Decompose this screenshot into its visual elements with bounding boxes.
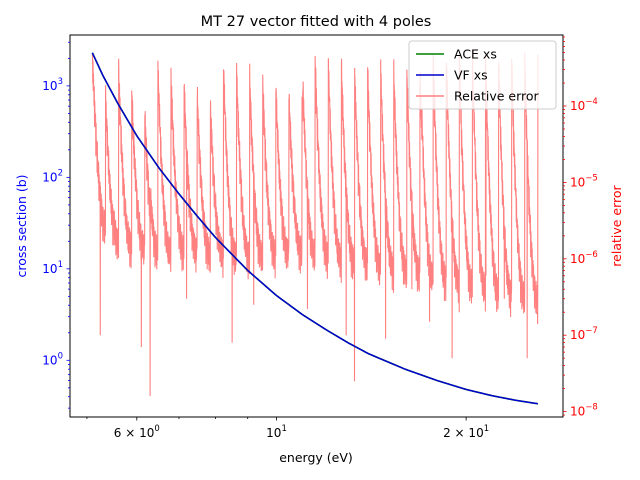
plot-frame — [69, 34, 564, 418]
legend: ACE xs VF xs Relative error — [408, 40, 557, 110]
right-y-tick-label: 10−7 — [570, 326, 598, 342]
left-y-tick-label: 102 — [42, 168, 63, 184]
legend-label-vf: VF xs — [454, 68, 488, 83]
relative-error-layer — [91, 49, 539, 397]
x-axis-ticks: 6 × 100 101 2 × 101 — [86, 417, 489, 440]
right-y-tick-label: 10−6 — [570, 250, 598, 266]
legend-box — [408, 40, 557, 110]
vf-xs-line — [91, 52, 539, 405]
left-y-tick-label: 100 — [42, 351, 63, 367]
cross-section-layer — [91, 52, 539, 405]
x-tick-label: 6 × 100 — [114, 424, 160, 440]
legend-label-error: Relative error — [454, 89, 540, 104]
left-y-tick-label: 103 — [42, 77, 63, 93]
right-y-axis-label: relative error — [609, 184, 624, 266]
right-y-axis-ticks: 10−8 10−7 10−6 10−5 10−4 — [563, 36, 598, 419]
x-axis-label: energy (eV) — [279, 450, 353, 465]
x-tick-label: 2 × 101 — [443, 424, 489, 440]
left-y-tick-label: 101 — [42, 260, 63, 276]
right-y-tick-label: 10−4 — [570, 97, 598, 113]
relative-error-line — [91, 49, 539, 397]
x-tick-label: 101 — [266, 424, 287, 440]
left-y-axis-label: cross section (b) — [14, 174, 29, 277]
right-y-tick-label: 10−8 — [570, 403, 598, 419]
left-y-axis-ticks: 100 101 102 103 — [42, 41, 70, 409]
chart-title: MT 27 vector fitted with 4 poles — [201, 14, 432, 30]
right-y-tick-label: 10−5 — [570, 173, 598, 189]
legend-label-ace: ACE xs — [454, 47, 497, 62]
